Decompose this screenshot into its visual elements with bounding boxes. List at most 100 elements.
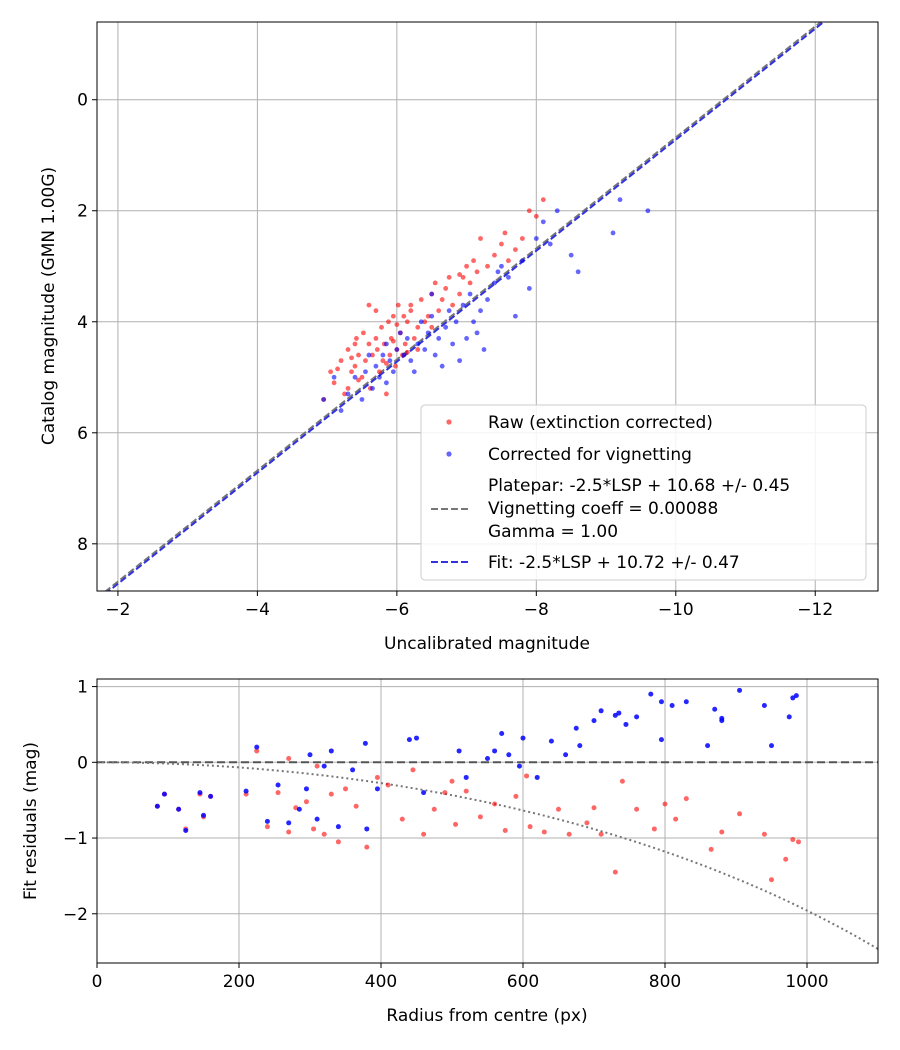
corrected-residual-38 bbox=[591, 718, 597, 724]
raw-residual-53 bbox=[783, 856, 789, 862]
corrected-point-59 bbox=[495, 269, 501, 275]
corrected-residual-25 bbox=[421, 790, 427, 796]
corrected-point-26 bbox=[436, 336, 442, 341]
top-ytick-label-0: 0 bbox=[77, 91, 88, 111]
legend-platepar-line3: Gamma = 1.00 bbox=[488, 522, 618, 542]
top-plot: −2 −4 −6 −8 −10 −12 0 2 4 6 8 Uncalibrated magnitu… bbox=[39, 21, 879, 654]
raw-point-55 bbox=[485, 263, 490, 269]
bottom-plot-frame bbox=[96, 678, 879, 964]
bottom-xtick-label-0: 0 bbox=[92, 972, 103, 992]
raw-point-40 bbox=[425, 313, 431, 319]
corrected-residual-47 bbox=[705, 743, 711, 749]
corrected-point-57 bbox=[383, 380, 389, 386]
corrected-point-52 bbox=[645, 208, 651, 214]
raw-residual-42 bbox=[619, 778, 625, 784]
bottom-ylabel: Fit residuals (mag) bbox=[21, 742, 41, 900]
raw-residual-18 bbox=[335, 839, 341, 845]
top-ytick-label-2: 4 bbox=[77, 313, 88, 333]
raw-residual-26 bbox=[421, 831, 427, 837]
corrected-residual-14 bbox=[307, 752, 313, 758]
corrected-residual-54 bbox=[790, 695, 796, 701]
corrected-point-37 bbox=[478, 308, 483, 314]
raw-residual-41 bbox=[612, 869, 618, 875]
corrected-point-35 bbox=[471, 319, 476, 325]
corrected-point-4 bbox=[352, 374, 358, 380]
raw-residual-46 bbox=[673, 816, 679, 822]
raw-point-66 bbox=[408, 302, 414, 308]
corrected-point-2 bbox=[338, 408, 344, 413]
top-xtick-label-0: −2 bbox=[105, 600, 130, 620]
raw-residual-23 bbox=[385, 782, 391, 788]
raw-point-38 bbox=[418, 297, 424, 302]
corrected-residual-3 bbox=[183, 827, 189, 833]
raw-residual-16 bbox=[321, 831, 327, 837]
corrected-point-8 bbox=[370, 385, 375, 391]
corrected-point-44 bbox=[526, 286, 532, 291]
raw-residual-13 bbox=[303, 799, 309, 805]
corrected-residual-58 bbox=[573, 725, 579, 731]
corrected-point-53 bbox=[547, 241, 553, 247]
corrected-point-47 bbox=[554, 208, 560, 214]
raw-point-2 bbox=[331, 380, 337, 386]
raw-point-27 bbox=[393, 363, 398, 369]
top-scatter-points bbox=[321, 197, 651, 413]
legend-platepar-line1: Platepar: -2.5*LSP + 10.68 +/- 0.45 bbox=[488, 476, 790, 496]
platepar-line bbox=[104, 22, 823, 591]
corrected-point-0 bbox=[321, 397, 327, 402]
corrected-point-20 bbox=[415, 341, 421, 347]
corrected-point-45 bbox=[533, 236, 539, 241]
top-plot-frame bbox=[96, 21, 879, 592]
corrected-point-15 bbox=[394, 347, 400, 352]
raw-residual-55 bbox=[795, 839, 801, 845]
raw-residual-20 bbox=[353, 803, 359, 809]
raw-point-51 bbox=[467, 280, 473, 286]
corrected-point-19 bbox=[408, 358, 414, 364]
corrected-residual-24 bbox=[414, 735, 419, 741]
corrected-point-56 bbox=[411, 369, 417, 375]
corrected-point-27 bbox=[443, 324, 449, 330]
bottom-ytick-label-0: 1 bbox=[77, 678, 88, 698]
corrected-residual-20 bbox=[362, 740, 368, 746]
corrected-point-36 bbox=[474, 330, 480, 336]
raw-residual-47 bbox=[683, 796, 689, 802]
raw-residual-58 bbox=[591, 805, 597, 811]
bottom-ytick-label-2: −1 bbox=[63, 829, 88, 849]
corrected-point-7 bbox=[366, 352, 372, 358]
raw-point-45 bbox=[443, 286, 449, 291]
bottom-reference-lines bbox=[97, 761, 878, 950]
corrected-residual-9 bbox=[264, 818, 270, 824]
raw-point-57 bbox=[499, 241, 504, 247]
raw-residual-25 bbox=[410, 767, 416, 773]
raw-residual-38 bbox=[566, 831, 572, 837]
corrected-residual-12 bbox=[296, 806, 302, 812]
raw-point-73 bbox=[394, 322, 400, 327]
corrected-residual-36 bbox=[563, 752, 569, 758]
raw-residual-24 bbox=[399, 816, 405, 822]
raw-point-24 bbox=[387, 352, 393, 358]
raw-point-10 bbox=[359, 374, 365, 380]
raw-point-78 bbox=[349, 355, 354, 361]
corrected-point-33 bbox=[464, 336, 469, 341]
raw-point-59 bbox=[506, 258, 511, 264]
bottom-xtick-label-1: 200 bbox=[223, 972, 255, 992]
corrected-point-5 bbox=[359, 397, 365, 402]
corrected-point-41 bbox=[506, 274, 511, 280]
top-ytick-label-4: 8 bbox=[77, 535, 88, 555]
raw-residual-34 bbox=[513, 793, 519, 799]
bottom-axis-ticks: 0 200 400 600 800 1000 1 0 −1 −2 bbox=[63, 678, 829, 992]
corrected-residual-44 bbox=[658, 737, 664, 743]
legend-raw-marker bbox=[446, 419, 452, 425]
corrected-residual-6 bbox=[208, 793, 214, 799]
raw-point-5 bbox=[345, 347, 351, 352]
raw-point-44 bbox=[439, 297, 445, 302]
corrected-point-43 bbox=[519, 258, 525, 264]
raw-point-8 bbox=[354, 336, 359, 341]
corrected-residual-41 bbox=[623, 721, 629, 727]
raw-point-68 bbox=[366, 302, 372, 308]
raw-point-7 bbox=[352, 363, 358, 369]
corrected-point-31 bbox=[457, 358, 463, 364]
raw-residual-36 bbox=[541, 829, 547, 835]
corrected-residual-19 bbox=[350, 767, 356, 773]
raw-point-39 bbox=[422, 319, 428, 325]
raw-point-53 bbox=[474, 269, 480, 275]
